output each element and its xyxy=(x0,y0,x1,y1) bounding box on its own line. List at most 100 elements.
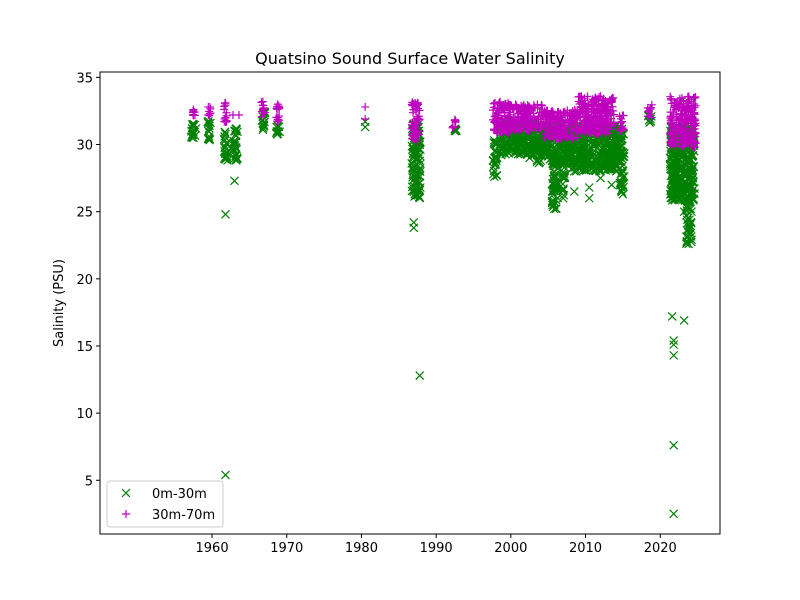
data-point xyxy=(501,122,510,131)
data-point xyxy=(531,115,540,124)
data-point xyxy=(669,137,678,146)
data-point xyxy=(686,155,696,165)
data-point xyxy=(601,127,610,136)
data-point xyxy=(260,108,269,117)
data-point xyxy=(680,124,689,133)
data-point xyxy=(676,185,686,195)
data-point xyxy=(544,120,553,129)
data-point xyxy=(221,113,230,122)
x-axis: 1960 1970 1980 1990 2000 2010 2020 xyxy=(196,534,677,556)
data-point xyxy=(687,152,697,162)
data-point xyxy=(565,117,574,126)
data-point xyxy=(559,162,569,172)
data-point xyxy=(690,93,699,102)
data-point xyxy=(547,124,556,133)
data-point xyxy=(534,142,544,152)
data-point xyxy=(189,110,198,119)
data-point xyxy=(575,108,584,117)
data-point xyxy=(558,173,568,183)
data-point xyxy=(489,146,499,156)
y-tick-label: 30 xyxy=(76,139,93,154)
data-point xyxy=(450,116,459,125)
data-point xyxy=(674,150,684,159)
data-point xyxy=(682,239,691,249)
data-point xyxy=(598,96,607,105)
series-layer xyxy=(186,92,700,519)
data-point xyxy=(687,97,696,106)
data-point xyxy=(676,101,685,110)
data-point xyxy=(678,115,687,124)
data-point xyxy=(666,113,675,122)
data-point xyxy=(683,228,693,237)
data-point xyxy=(569,166,579,176)
data-point xyxy=(617,161,627,171)
data-point xyxy=(490,125,499,134)
y-tick-label: 5 xyxy=(85,474,93,489)
data-point xyxy=(592,117,601,126)
data-point xyxy=(412,119,421,128)
data-point xyxy=(683,106,692,115)
data-point xyxy=(411,177,421,187)
series-30m-70m xyxy=(188,92,700,152)
data-point xyxy=(415,106,424,115)
data-point xyxy=(606,122,615,131)
data-point xyxy=(522,126,531,135)
data-point xyxy=(671,182,681,192)
data-point xyxy=(617,165,627,175)
data-point xyxy=(581,108,590,117)
data-point xyxy=(604,164,613,174)
data-point xyxy=(607,98,616,107)
data-point xyxy=(186,132,196,142)
data-point xyxy=(669,336,679,346)
y-tick-label: 10 xyxy=(76,407,93,422)
data-point xyxy=(569,187,579,196)
data-point xyxy=(511,100,520,109)
data-point xyxy=(493,119,502,128)
data-point xyxy=(415,115,424,124)
data-point xyxy=(568,141,578,151)
data-point xyxy=(229,137,239,146)
x-tick-label: 2020 xyxy=(644,541,677,556)
data-point xyxy=(549,204,559,214)
legend-label-30m-70m: 30m-70m xyxy=(152,508,215,523)
data-point xyxy=(690,143,699,152)
data-point xyxy=(408,175,418,185)
data-point xyxy=(605,153,614,163)
data-point xyxy=(551,131,560,140)
data-point xyxy=(415,167,425,176)
data-point xyxy=(409,108,418,117)
data-point xyxy=(595,127,604,136)
data-point xyxy=(549,180,559,190)
data-point xyxy=(682,117,691,126)
data-point xyxy=(676,128,685,137)
data-point xyxy=(492,171,502,180)
data-point xyxy=(684,102,693,111)
data-point xyxy=(507,115,516,124)
data-point xyxy=(675,195,685,204)
data-point xyxy=(607,180,617,190)
data-point xyxy=(232,127,242,137)
y-axis-label: Salinity (PSU) xyxy=(52,259,67,347)
data-point xyxy=(556,112,565,121)
data-point xyxy=(205,118,215,128)
legend-marker-0m-30m xyxy=(121,488,131,498)
data-point xyxy=(273,113,282,122)
data-point xyxy=(188,121,198,131)
data-point xyxy=(572,144,582,154)
legend-box xyxy=(106,480,224,528)
data-point xyxy=(219,134,229,144)
x-tick-label: 1960 xyxy=(196,541,229,556)
data-point xyxy=(531,122,540,131)
data-point xyxy=(684,175,694,185)
plot-area xyxy=(99,71,721,535)
data-point xyxy=(568,135,577,144)
data-point xyxy=(579,117,588,126)
data-point xyxy=(682,203,692,213)
data-point xyxy=(408,144,418,154)
data-point xyxy=(230,146,239,156)
data-point xyxy=(506,140,516,149)
legend-marker-symbol xyxy=(122,510,130,518)
x-tick-label: 1970 xyxy=(270,541,303,556)
data-point xyxy=(581,165,591,175)
